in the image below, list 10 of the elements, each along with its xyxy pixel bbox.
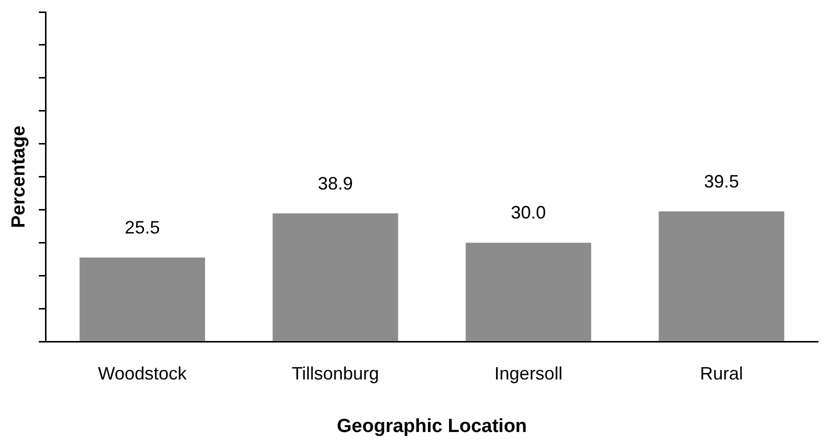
y-axis-title: Percentage bbox=[8, 126, 30, 228]
data-label: 30.0 bbox=[510, 202, 546, 223]
data-label: 39.5 bbox=[704, 171, 739, 192]
x-tick-label: Rural bbox=[700, 363, 743, 384]
data-label: 25.5 bbox=[124, 218, 160, 238]
x-axis-title: Geographic Location bbox=[336, 416, 527, 437]
x-tick-label: Woodstock bbox=[98, 363, 188, 384]
data-label: 38.9 bbox=[318, 173, 353, 194]
x-tick-label: Tillsonburg bbox=[292, 363, 380, 384]
x-tick-label: Ingersoll bbox=[494, 363, 562, 384]
